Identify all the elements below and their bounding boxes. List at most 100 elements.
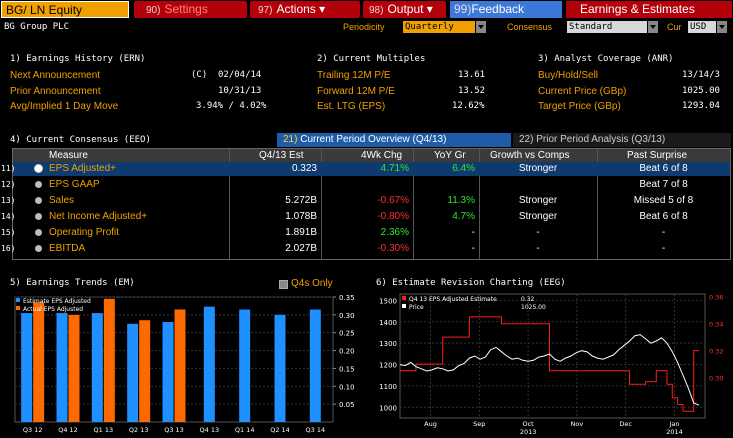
estimate-bar (56, 313, 68, 422)
ern-title[interactable]: 1) Earnings History (ERN) (10, 54, 146, 64)
table-header: Measure Q4/13 Est 4Wk Chg YoY Gr Growth … (13, 149, 730, 162)
tab-prior-period[interactable]: 22) Prior Period Analysis (Q3/13) (513, 133, 731, 147)
yoy-value: - (471, 243, 475, 254)
estimate-value: 2.027B (285, 243, 317, 254)
current-price-value: 1025.00 (682, 86, 720, 96)
y-tick-label: 0.10 (339, 383, 355, 391)
current-price-label: Current Price (GBp) (538, 86, 627, 97)
ern-next-value: 02/04/14 (218, 70, 262, 80)
growth-comps-value: - (536, 227, 540, 238)
estimate-bar (91, 313, 103, 422)
x-tick-label: Q3 13 (164, 426, 184, 434)
row-radio[interactable] (35, 245, 42, 252)
header-past-surprise[interactable]: Past Surprise (627, 150, 688, 161)
table-row[interactable]: 15) Operating Profit 1.891B 2.36% - - - (1, 226, 730, 240)
output-button[interactable]: 98) Output ▾ (363, 1, 446, 18)
settings-button[interactable]: 90) Settings (134, 1, 247, 18)
left-tick-label: 1400 (379, 319, 397, 327)
periodicity-label: Periodicity (343, 22, 385, 32)
right-tick-label: 0.34 (709, 321, 723, 329)
earnings-trends-chart: 0.05 0.10 0.15 0.20 0.25 0.30 0.35 Q3 12 Q4 12 Q1… (11, 293, 368, 438)
header-yoy-gr[interactable]: YoY Gr (434, 150, 466, 161)
legend-swatch (16, 306, 20, 310)
buy-hold-sell-value: 13/14/3 (682, 70, 720, 80)
yoy-value: 4.7% (452, 211, 475, 222)
row-number: 14) (1, 212, 16, 221)
periodicity-dropdown-icon[interactable] (476, 21, 486, 33)
header-estimate[interactable]: Q4/13 Est (259, 150, 304, 161)
target-price-label: Target Price (GBp) (538, 101, 621, 112)
y-tick-label: 0.35 (339, 294, 355, 302)
table-row[interactable]: 12) EPS GAAP Beat 7 of 8 (1, 178, 730, 192)
row-radio[interactable] (35, 165, 42, 172)
past-surprise-value: - (661, 243, 666, 254)
eeo-title[interactable]: 4) Current Consensus (EEO) (10, 135, 151, 145)
ern-move-value: 3.94% / 4.02% (196, 101, 267, 111)
right-tick-label: 0.36 (709, 294, 723, 302)
anr-title[interactable]: 3) Analyst Coverage (ANR) (538, 54, 674, 64)
table-row[interactable]: 14) Net Income Adjusted+ 1.078B -0.80% 4… (1, 210, 730, 224)
change-value: 2.36% (380, 227, 409, 238)
right-tick-label: 0.32 (709, 348, 723, 356)
forward-pe-value: 13.52 (458, 86, 486, 96)
header-measure[interactable]: Measure (49, 150, 88, 161)
left-tick-label: 1000 (379, 404, 397, 412)
actual-bar (139, 320, 151, 422)
consensus-select[interactable]: Standard (567, 21, 647, 33)
actual-bar (33, 302, 45, 422)
ltg-label: Est. LTG (EPS) (317, 101, 386, 112)
header-growth-comps[interactable]: Growth vs Comps (490, 150, 570, 161)
security-input[interactable]: BG/ LN Equity (1, 1, 129, 18)
yoy-value: - (471, 227, 475, 238)
y-tick-label: 0.20 (339, 348, 355, 356)
row-number: 13) (1, 196, 16, 205)
measure-name: EPS Adjusted+ (49, 163, 116, 174)
estimate-bar (162, 322, 174, 422)
growth-comps-value: Stronger (518, 211, 558, 222)
y-tick-label: 0.05 (339, 401, 355, 409)
table-row[interactable]: 11) EPS Adjusted+ 0.323 4.71% 6.4% Stron… (1, 162, 730, 176)
x-tick-label: Q1 14 (235, 426, 255, 434)
estimate-bar (309, 309, 321, 422)
table-row[interactable]: 16) EBITDA 2.027B -0.30% - - - (1, 242, 730, 256)
header-4wk-chg[interactable]: 4Wk Chg (361, 150, 403, 161)
legend-label: Estimate EPS Adjusted (23, 298, 91, 305)
actual-bar (103, 298, 115, 422)
measure-name: Operating Profit (49, 227, 120, 238)
estimate-bar (274, 314, 286, 422)
em-title[interactable]: 5) Earnings Trends (EM) (10, 278, 135, 288)
series-line (399, 334, 700, 406)
currency-dropdown-icon[interactable] (717, 21, 727, 33)
q4s-only-checkbox[interactable] (279, 280, 288, 289)
x-tick-label: Jan (668, 420, 679, 428)
consensus-dropdown-icon[interactable] (648, 21, 658, 33)
x-tick-label: Dec (619, 420, 632, 428)
currency-label: Cur (667, 22, 682, 32)
row-radio[interactable] (35, 229, 42, 236)
tab-current-period[interactable]: 21) Current Period Overview (Q4/13) (277, 133, 511, 147)
row-radio[interactable] (35, 213, 42, 220)
estimate-bar (203, 306, 215, 422)
past-surprise-value: Beat 7 of 8 (639, 179, 688, 190)
eeg-title[interactable]: 6) Estimate Revision Charting (EEG) (376, 278, 566, 288)
consensus-label: Consensus (507, 22, 553, 32)
measure-name: EPS GAAP (49, 179, 100, 190)
earnings-estimates-button[interactable]: Earnings & Estimates (566, 1, 732, 18)
legend-label: Q4 13 EPS Adjusted Estimate (409, 296, 497, 303)
actions-button[interactable]: 97) Actions ▾ (250, 1, 360, 18)
left-tick-label: 1500 (379, 297, 397, 305)
estimate-value: 0.323 (291, 163, 317, 174)
row-radio[interactable] (35, 181, 42, 188)
currency-select[interactable]: USD (688, 21, 716, 33)
actions-number: 97) (258, 5, 273, 16)
table-row[interactable]: 13) Sales 5.272B -0.67% 11.3% Stronger M… (1, 194, 730, 208)
yoy-value: 11.3% (447, 195, 475, 206)
tab-current-label: Current Period Overview (Q4/13) (300, 134, 447, 145)
feedback-button[interactable]: 99)Feedback (450, 1, 562, 18)
row-radio[interactable] (35, 197, 42, 204)
change-value: -0.67% (377, 195, 409, 206)
series-line (400, 316, 699, 412)
y-tick-label: 0.15 (339, 365, 355, 373)
periodicity-select[interactable]: Quarterly (403, 21, 475, 33)
tab-prior-number: 22) (519, 134, 534, 145)
